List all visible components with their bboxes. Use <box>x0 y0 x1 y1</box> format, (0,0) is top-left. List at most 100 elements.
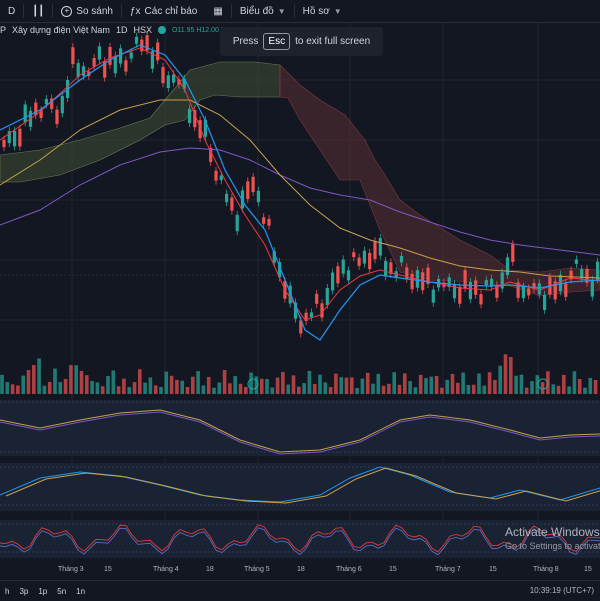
candle-body <box>479 294 483 305</box>
volume-bar <box>185 386 190 394</box>
volume-bar <box>583 387 587 394</box>
candle-body <box>113 55 117 74</box>
candle-body <box>304 312 308 322</box>
range-option[interactable]: 1p <box>38 586 48 596</box>
volume-bar <box>254 376 259 394</box>
activation-watermark: Activate Windows Go to Settings to activ… <box>505 525 600 551</box>
candle-body <box>352 252 356 258</box>
volume-bar <box>222 369 227 394</box>
candle-body <box>293 302 298 319</box>
volume-bar <box>85 375 89 394</box>
candle-style-button[interactable]: ┃┃ <box>24 0 52 22</box>
volume-bar <box>238 383 243 394</box>
volume-bar <box>297 386 301 394</box>
chart-type-button[interactable]: Biểu đồ ▼ <box>232 0 294 22</box>
volume-bar <box>567 386 571 394</box>
ma-line-purple <box>0 147 600 256</box>
candle-body <box>187 108 192 124</box>
volume-bar <box>535 375 540 394</box>
indicators-button[interactable]: ƒx Các chỉ báo <box>122 0 205 22</box>
volume-bar <box>180 380 184 394</box>
range-option[interactable]: 5n <box>57 586 67 596</box>
volume-bar <box>116 386 121 394</box>
toolbar-divider <box>293 4 295 18</box>
toolbar-divider <box>23 4 25 18</box>
candle-body <box>405 267 409 279</box>
candle-body <box>34 102 38 116</box>
candle-body <box>320 303 324 318</box>
volume-bar <box>371 383 375 394</box>
volume-bar <box>196 371 200 394</box>
plus-circle-icon: + <box>61 5 73 17</box>
time-tick: 15 <box>104 566 112 573</box>
time-tick: Tháng 8 <box>533 566 559 573</box>
candle-body <box>299 320 303 334</box>
volume-bar <box>106 376 110 394</box>
volume-bar <box>244 386 248 394</box>
candle-body <box>145 35 149 51</box>
volume-bar <box>212 387 216 394</box>
candle-body <box>166 75 170 89</box>
market-status-icon <box>157 26 166 34</box>
time-tick: Tháng 4 <box>153 566 179 573</box>
profile-label: Hồ sơ <box>302 5 330 17</box>
range-option[interactable]: h <box>5 586 10 596</box>
chevron-down-icon: ▼ <box>333 6 342 16</box>
volume-bar <box>466 384 471 394</box>
volume-bar <box>32 364 36 394</box>
volume-bar <box>445 379 449 394</box>
candle-body <box>537 283 541 295</box>
time-tick: 15 <box>389 566 397 573</box>
candle-body <box>410 273 414 290</box>
ma-line-red <box>0 47 600 321</box>
compare-button[interactable]: + So sánh <box>53 0 121 22</box>
time-axis[interactable]: Tháng 3 15 Tháng 4 18 Tháng 5 18 Tháng 6… <box>0 562 600 578</box>
interval-button[interactable]: D <box>0 0 23 22</box>
time-tick: Tháng 3 <box>58 566 84 573</box>
candle-body <box>124 60 128 72</box>
volume-bar <box>355 387 359 394</box>
ma-line-blue <box>0 44 600 341</box>
candle-body <box>474 280 478 295</box>
volume-bar <box>63 378 68 394</box>
candle-body <box>468 282 472 300</box>
volume-bar <box>270 387 275 394</box>
legend-interval: 1D <box>115 25 128 35</box>
volume-bar <box>381 385 386 394</box>
esc-key-badge: Esc <box>263 33 291 50</box>
toast-press-text: Press <box>232 36 259 47</box>
candle-body <box>521 286 525 299</box>
time-tick: Tháng 5 <box>244 566 270 573</box>
volume-bar <box>69 365 73 394</box>
volume-bar <box>148 377 153 394</box>
range-option[interactable]: 3p <box>19 586 29 596</box>
profile-button[interactable]: Hồ sơ ▼ <box>295 0 350 22</box>
candle-body <box>209 147 213 162</box>
volume-bar <box>519 374 524 394</box>
chevron-down-icon: ▼ <box>277 6 286 16</box>
ma-line-orange <box>0 99 600 279</box>
dividend-marker-icon <box>247 378 259 390</box>
candle-body <box>262 217 266 224</box>
indicators-icon: ƒx <box>129 5 141 17</box>
candle-body <box>516 282 520 298</box>
volume-bar <box>138 369 142 394</box>
volume-bar <box>307 370 312 394</box>
time-tick: 15 <box>489 566 497 573</box>
candle-body <box>2 140 6 148</box>
volume-bar <box>127 387 131 394</box>
templates-button[interactable]: ▦ <box>205 0 230 22</box>
volume-bar <box>10 384 15 394</box>
volume-bar <box>482 385 487 394</box>
candle-body <box>585 268 589 283</box>
candle-body <box>447 277 451 288</box>
candle-body <box>574 259 578 264</box>
volume-bar <box>122 378 126 394</box>
candle-body <box>39 110 43 118</box>
volume-bar <box>424 378 428 394</box>
volume-bar <box>350 377 354 394</box>
volume-bar <box>562 374 566 394</box>
range-option[interactable]: 1n <box>76 586 86 596</box>
candle-body <box>399 255 404 263</box>
